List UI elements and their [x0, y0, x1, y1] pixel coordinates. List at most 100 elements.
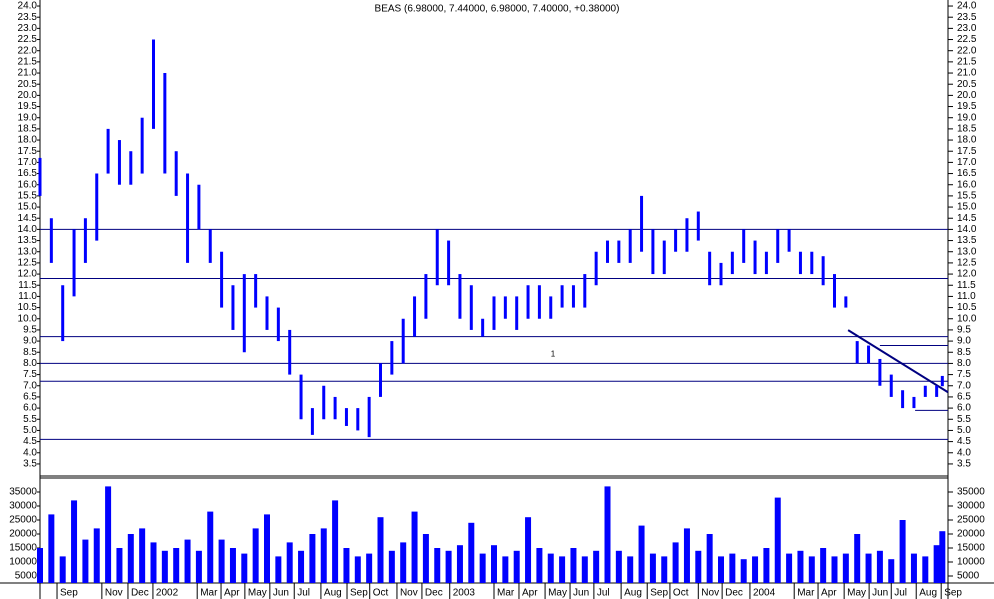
volume-bar: [59, 556, 66, 583]
volume-bar: [513, 550, 520, 583]
y-tick-label: 30000: [9, 501, 37, 512]
volume-bar: [706, 534, 713, 583]
volume-bar: [388, 550, 395, 583]
y-tick-label: 23.5: [957, 12, 977, 23]
volume-bar: [661, 556, 668, 583]
x-tick-label: 2004: [753, 588, 776, 599]
volume-bar: [105, 486, 112, 583]
x-tick-label: Jul: [597, 588, 610, 599]
x-tick-label: May: [847, 588, 866, 599]
x-tick-label: May: [548, 588, 567, 599]
y-tick-label: 22.0: [957, 45, 977, 56]
y-tick-label: 16.0: [18, 179, 38, 190]
volume-bar: [536, 548, 543, 583]
y-tick-label: 16.5: [957, 168, 977, 179]
y-tick-label: 10000: [957, 557, 985, 568]
y-tick-label: 9.0: [23, 336, 37, 347]
volume-bar: [638, 525, 645, 583]
y-tick-label: 11.5: [957, 280, 976, 291]
volume-bar: [593, 550, 600, 583]
volume-bar: [116, 548, 123, 583]
x-tick-label: Jun: [273, 588, 289, 599]
y-tick-label: 10.5: [957, 302, 977, 313]
volume-bar: [127, 534, 134, 583]
volume-bar: [672, 542, 679, 583]
volume-bar: [309, 534, 316, 583]
volume-bar: [491, 545, 497, 583]
volume-bar: [797, 550, 804, 583]
y-tick-label: 25000: [9, 515, 37, 526]
x-tick-label: Sep: [650, 588, 668, 599]
volume-bar: [48, 514, 55, 583]
y-tick-label: 5000: [15, 571, 38, 582]
volume-bar: [740, 559, 747, 583]
y-tick-label: 8.0: [957, 358, 971, 369]
y-tick-label: 16.0: [957, 179, 977, 190]
y-tick-label: 11.5: [18, 280, 37, 291]
volume-bar: [468, 522, 475, 583]
y-tick-label: 9.5: [957, 325, 971, 336]
volume-bar: [888, 559, 895, 583]
volume-bar: [763, 548, 770, 583]
volume-bar: [910, 553, 917, 583]
y-tick-label: 10000: [9, 557, 37, 568]
chart-title: BEAS (6.98000, 7.44000, 6.98000, 7.40000…: [375, 4, 620, 15]
volume-bar: [808, 556, 815, 583]
x-tick-label: Oct: [373, 588, 389, 599]
y-tick-label: 35000: [957, 487, 985, 498]
x-tick-label: Jul: [297, 588, 310, 599]
x-tick-label: 2002: [156, 588, 179, 599]
volume-bar: [320, 528, 327, 583]
y-tick-label: 6.5: [23, 392, 37, 403]
volume-bar: [683, 528, 690, 583]
x-tick-label: Mar: [497, 588, 515, 599]
y-tick-label: 25000: [957, 515, 985, 526]
volume-bar: [332, 500, 339, 583]
y-tick-label: 22.5: [957, 34, 977, 45]
y-tick-label: 15.0: [957, 202, 977, 213]
y-tick-label: 14.5: [18, 213, 38, 224]
y-tick-label: 17.5: [957, 146, 977, 157]
volume-bar: [93, 528, 100, 583]
y-tick-label: 18.5: [957, 124, 977, 135]
volume-bar: [559, 556, 566, 583]
y-tick-label: 14.5: [957, 213, 977, 224]
x-tick-label: Dec: [725, 588, 743, 599]
y-tick-label: 15.5: [18, 191, 38, 202]
y-tick-label: 23.0: [957, 23, 977, 34]
y-tick-label: 4.0: [23, 447, 37, 458]
y-tick-label: 20000: [957, 529, 985, 540]
x-tick-label: Nov: [701, 588, 719, 599]
x-tick-label: Aug: [624, 588, 642, 599]
y-tick-label: 8.5: [957, 347, 971, 358]
volume-bar: [229, 548, 236, 583]
volume-bar: [786, 553, 793, 583]
x-tick-label: Apr: [821, 588, 837, 599]
volume-bar: [241, 553, 248, 583]
y-tick-label: 10.0: [957, 313, 977, 324]
volume-bar: [354, 556, 361, 583]
x-tick-label: Nov: [105, 588, 123, 599]
y-tick-label: 20.5: [18, 79, 38, 90]
y-tick-label: 17.0: [18, 157, 38, 168]
y-tick-label: 10.0: [18, 313, 38, 324]
y-tick-label: 11.0: [957, 291, 976, 302]
y-tick-label: 17.0: [957, 157, 977, 168]
y-tick-label: 18.0: [18, 135, 38, 146]
y-tick-label: 15.5: [957, 191, 977, 202]
volume-bar: [547, 553, 554, 583]
volume-bar: [615, 550, 622, 583]
y-tick-label: 24.0: [18, 1, 38, 12]
volume-bar: [161, 550, 168, 583]
y-tick-label: 10.5: [18, 302, 38, 313]
volume-bar: [71, 500, 78, 583]
y-tick-label: 14.0: [957, 224, 977, 235]
volume-bar: [264, 514, 270, 583]
volume-bar: [627, 556, 634, 583]
volume-bar: [899, 520, 906, 583]
y-tick-label: 13.0: [18, 246, 38, 257]
y-tick-label: 7.5: [957, 369, 971, 380]
y-tick-label: 15000: [957, 543, 985, 554]
x-tick-label: May: [248, 588, 267, 599]
